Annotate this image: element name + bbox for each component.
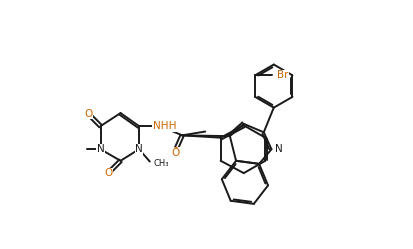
- Text: N: N: [135, 144, 142, 154]
- Text: O: O: [171, 147, 180, 157]
- Text: CH₃: CH₃: [153, 159, 169, 168]
- Text: N: N: [96, 144, 104, 154]
- Text: Br: Br: [277, 70, 288, 80]
- Text: O: O: [84, 109, 92, 119]
- Text: O: O: [84, 109, 92, 119]
- Text: N: N: [96, 144, 104, 154]
- Text: N: N: [274, 144, 282, 154]
- Text: N: N: [135, 144, 142, 154]
- Text: O: O: [104, 168, 112, 178]
- Text: Br: Br: [276, 70, 287, 80]
- Text: O: O: [104, 168, 112, 178]
- Text: NH: NH: [160, 121, 176, 131]
- Text: N: N: [275, 144, 282, 154]
- Text: O: O: [171, 148, 180, 158]
- Text: NH: NH: [152, 121, 168, 131]
